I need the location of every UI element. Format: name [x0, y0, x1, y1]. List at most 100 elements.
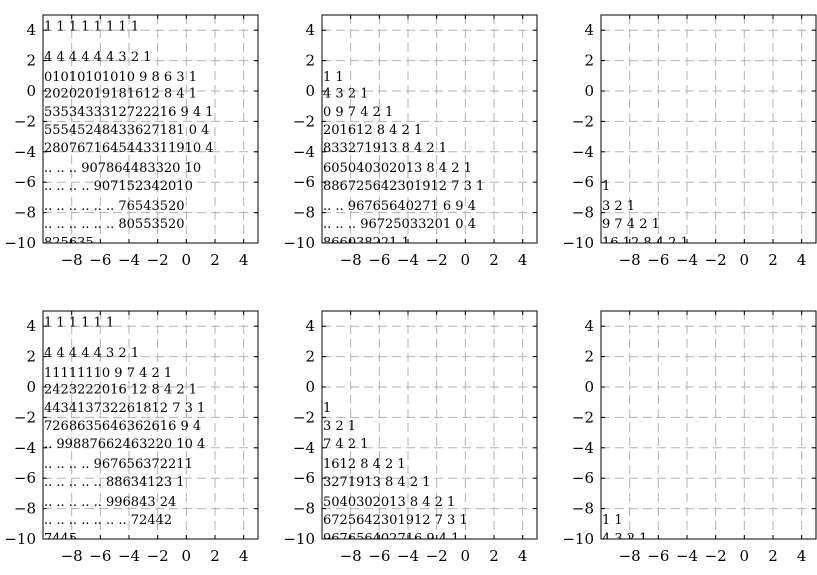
plot-frame [321, 310, 538, 540]
y-tick-label: −2 [572, 408, 594, 426]
y-tick-label: 0 [26, 82, 36, 100]
y-tick-label: −4 [14, 439, 36, 457]
y-tick-label: −2 [572, 112, 594, 130]
cell-row-label: 1 1 1 1 1 1 [44, 316, 114, 331]
cell-row-label: 2807671645443311910 4 [44, 141, 214, 156]
cell-row-label: 201612 8 4 2 1 [323, 123, 422, 138]
cell-row-label: 3 2 1 [323, 419, 356, 434]
cell-row-label: 1 [323, 401, 331, 416]
cell-row-label: 6725642301912 7 3 1 [323, 513, 468, 528]
x-tick-label: 2 [768, 547, 778, 565]
y-tick-label: −10 [562, 234, 594, 252]
x-tick-label: −6 [647, 251, 669, 269]
cell-row-label: 55545248433627181 0 4 [44, 123, 209, 138]
x-tick-label: 0 [461, 251, 471, 269]
x-tick-label: 0 [461, 547, 471, 565]
cell-row-label: 5040302013 8 4 2 1 [323, 495, 455, 510]
cell-values: 1 3 2 1 9 7 4 2 1 16 12 8 4 2 1 [602, 179, 689, 250]
x-tick-label: −2 [426, 547, 448, 565]
x-tick-label: −6 [368, 547, 390, 565]
x-tick-label: 4 [239, 251, 249, 269]
y-tick-label: 4 [26, 21, 36, 39]
x-tick-label: −4 [676, 547, 698, 565]
panel-4: 1 1 1 1 1 1 4 4 4 4 4 3 2 1 11111110 9 7 4… [4, 310, 259, 565]
x-tick-label: 4 [518, 547, 528, 565]
cell-row-label: 11111110 9 7 4 2 1 [44, 366, 172, 381]
cell-row-label: 825635 [44, 235, 94, 250]
y-tick-label: 4 [584, 21, 594, 39]
y-tick-label: −6 [293, 173, 315, 191]
x-tick-label: −2 [147, 547, 169, 565]
y-tick-label: −2 [293, 408, 315, 426]
y-tick-label: −6 [572, 469, 594, 487]
y-tick-label: −6 [14, 469, 36, 487]
cell-row-label: 16 12 8 4 2 1 [602, 235, 689, 250]
cell-row-label: 20202019181612 8 4 1 [44, 87, 197, 102]
plot-frame [321, 14, 538, 244]
y-tick-label: −6 [293, 469, 315, 487]
cell-row-label: 5353433312722216 9 4 1 [44, 105, 214, 120]
y-tick-label: −8 [572, 204, 594, 222]
cell-row-label: 4 3 2 1 [602, 531, 647, 546]
y-tick-label: 0 [584, 378, 594, 396]
y-tick-label: −2 [293, 112, 315, 130]
plot-frame [600, 310, 817, 540]
cell-values: 1 1 4 3 2 1 0 9 7 4 2 1 201612 8 4 2 1 83327… [323, 70, 484, 250]
plot-frame [42, 310, 259, 540]
cell-row-label: 1 [602, 179, 610, 194]
cell-row-label: 01010101010 9 8 6 3 1 [44, 70, 197, 85]
y-tick-label: −2 [14, 112, 36, 130]
cell-row-label: 967656402716 9 4 1 [323, 531, 459, 546]
x-tick-label: −4 [397, 251, 419, 269]
cell-row-label: 1 1 1 1 1 1 1 1 [44, 20, 139, 35]
cell-row-label: 4 4 4 4 4 4 3 2 1 [44, 50, 152, 65]
cell-row-label: 1 1 [602, 513, 623, 528]
cell-row-label: 4 4 4 4 4 3 2 1 [44, 346, 139, 361]
y-tick-label: −6 [14, 173, 36, 191]
y-tick-label: 4 [305, 21, 315, 39]
x-tick-label: 4 [797, 547, 807, 565]
y-tick-label: −4 [572, 143, 594, 161]
y-tick-label: 2 [26, 52, 36, 70]
y-tick-label: −10 [4, 530, 36, 548]
panel-5: 1 3 2 1 7 4 2 1 1612 8 4 2 1 3271913 8 4 2 1… [283, 310, 538, 565]
y-tick-label: −2 [14, 408, 36, 426]
cell-values: 1 3 2 1 7 4 2 1 1612 8 4 2 1 3271913 8 4 2 1… [323, 401, 468, 546]
cell-row-label: .. .. .. 96725033201 0 4 [323, 217, 476, 232]
x-tick-label: 0 [740, 251, 750, 269]
cell-row-label: 3271913 8 4 2 1 [323, 475, 431, 490]
y-tick-label: 2 [584, 348, 594, 366]
cell-row-label: .. .. .. 907864483320 10 [44, 161, 201, 176]
cell-row-label: 7445 [44, 531, 77, 546]
y-tick-label: −8 [572, 500, 594, 518]
cell-row-label: 7268635646362616 9 4 [44, 419, 201, 434]
x-tick-label: −8 [61, 251, 83, 269]
panel-2: 1 1 4 3 2 1 0 9 7 4 2 1 201612 8 4 2 1 83327… [283, 14, 538, 269]
cell-row-label: .. .. .. .. .. 88634123 1 [44, 475, 185, 490]
cell-row-label: 605040302013 8 4 2 1 [323, 161, 472, 176]
x-tick-label: −4 [118, 251, 140, 269]
plot-frame [600, 14, 817, 244]
cell-row-label: 7 4 2 1 [323, 437, 368, 452]
y-tick-label: −8 [293, 204, 315, 222]
cell-row-label: 886725642301912 7 3 1 [323, 179, 484, 194]
plot-frame [42, 14, 259, 244]
x-tick-label: −2 [147, 251, 169, 269]
y-tick-label: −4 [293, 439, 315, 457]
y-tick-label: 2 [26, 348, 36, 366]
y-tick-label: −8 [14, 500, 36, 518]
cell-row-label: 866038221 1 [323, 235, 410, 250]
x-tick-label: 2 [210, 547, 220, 565]
cell-row-label: .. .. .. .. .. .. 80553520 [44, 217, 185, 232]
x-tick-label: −6 [89, 251, 111, 269]
x-tick-label: 4 [518, 251, 528, 269]
x-tick-label: −6 [89, 547, 111, 565]
x-tick-label: −8 [61, 547, 83, 565]
y-tick-label: −4 [293, 143, 315, 161]
x-tick-label: 0 [182, 251, 192, 269]
cell-row-label: 4 3 2 1 [323, 87, 368, 102]
x-tick-label: −8 [619, 251, 641, 269]
y-tick-label: 0 [26, 378, 36, 396]
